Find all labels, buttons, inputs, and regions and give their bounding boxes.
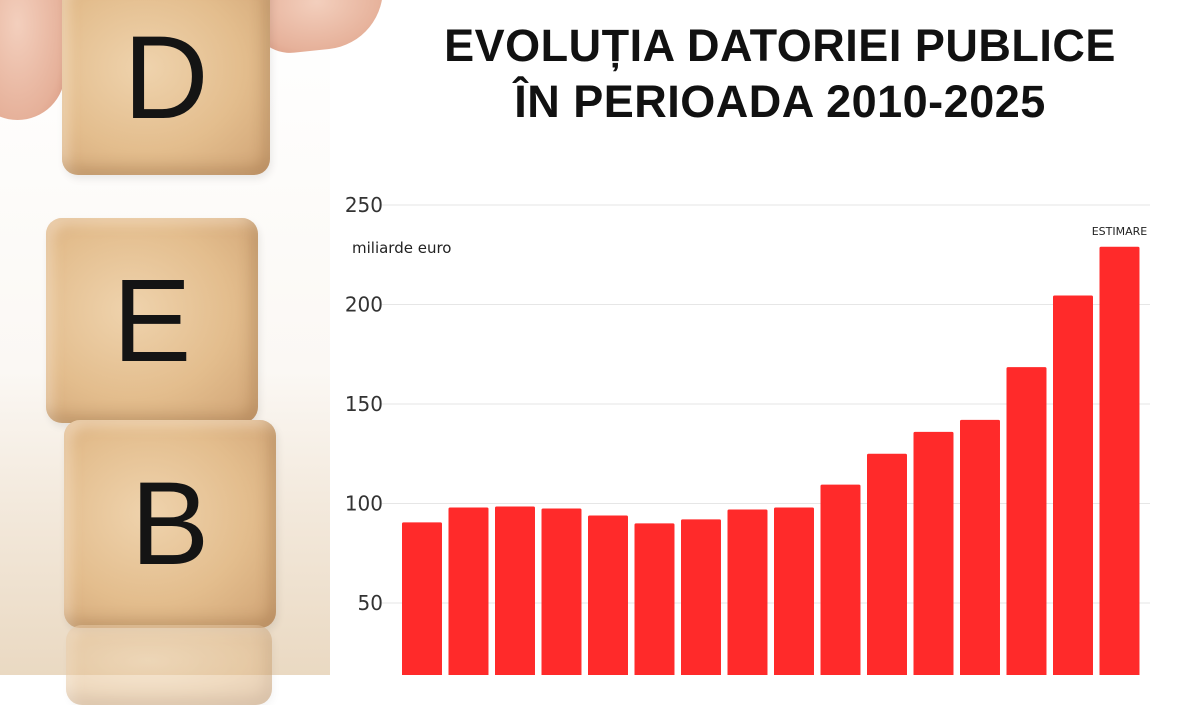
bar-2011 xyxy=(448,507,489,675)
cube-d: D xyxy=(62,0,270,175)
annotations: ESTIMARE xyxy=(1092,225,1148,238)
unit-label: miliarde euro xyxy=(352,239,451,257)
bar-2019 xyxy=(820,484,861,675)
bar-2020 xyxy=(867,453,907,675)
y-tick-label: 250 xyxy=(345,193,383,217)
cube-letter-d: D xyxy=(123,11,209,144)
bar-2022 xyxy=(960,419,1000,675)
bar-2014 xyxy=(588,515,628,675)
y-tick-label: 200 xyxy=(345,293,383,317)
bar-2024 xyxy=(1053,295,1093,675)
bar-2013 xyxy=(541,508,582,675)
bar-2018 xyxy=(774,507,814,675)
chart-title-line-2: ÎN PERIOADA 2010-2025 xyxy=(514,76,1046,127)
cube-letter-e: E xyxy=(112,254,192,387)
bar-2016 xyxy=(681,519,721,675)
bar-chart: 50 100 150 200 250 miliarde euro ESTIMARE xyxy=(345,193,1150,675)
cube-b: B xyxy=(64,420,276,628)
y-tick-label: 100 xyxy=(345,492,383,516)
bar-2017 xyxy=(727,509,768,675)
y-tick-label: 50 xyxy=(358,591,383,615)
annotation-estimare: ESTIMARE xyxy=(1092,225,1148,238)
bar-2010 xyxy=(402,522,442,675)
y-axis-ticks: 50 100 150 200 250 xyxy=(345,193,383,615)
chart-title-line-1: EVOLUȚIA DATORIEI PUBLICE xyxy=(444,20,1116,71)
debt-cubes-photo: D E B xyxy=(0,0,389,705)
bar-2025 xyxy=(1099,246,1140,675)
cube-e: E xyxy=(46,218,258,423)
bar-2015 xyxy=(634,523,675,675)
bars xyxy=(402,246,1140,675)
chart-title: EVOLUȚIA DATORIEI PUBLICE ÎN PERIOADA 20… xyxy=(390,18,1170,130)
y-tick-label: 150 xyxy=(345,392,383,416)
cube-letter-b: B xyxy=(130,458,210,590)
bar-2021 xyxy=(913,431,954,675)
bar-2023 xyxy=(1006,367,1047,675)
finger-left xyxy=(0,0,65,120)
bar-2012 xyxy=(495,506,535,675)
